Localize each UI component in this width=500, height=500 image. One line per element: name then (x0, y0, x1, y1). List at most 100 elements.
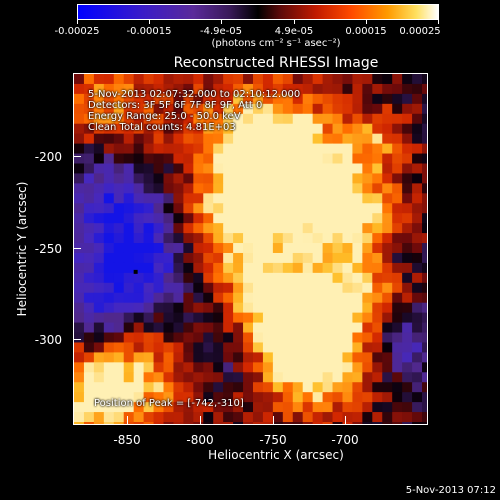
heatmap-cell (252, 83, 264, 95)
heatmap-cell (173, 213, 184, 224)
heatmap-cell (362, 392, 373, 403)
heatmap-cell (342, 143, 353, 155)
heatmap-cell (332, 113, 343, 125)
colorbar-tick (294, 20, 295, 24)
heatmap-cell (233, 233, 244, 244)
heatmap-cell (163, 183, 174, 194)
heatmap-cell (93, 143, 105, 155)
heatmap-cell (302, 203, 314, 214)
heatmap-cell (252, 362, 264, 373)
heatmap-cell (292, 213, 304, 224)
heatmap-cell (83, 173, 95, 184)
heatmap-cell (93, 272, 105, 284)
heatmap-cell (143, 422, 155, 424)
heatmap-cell (213, 143, 224, 155)
heatmap-cell (103, 74, 115, 85)
heatmap-cell (183, 113, 194, 125)
heatmap-cell (372, 372, 383, 383)
heatmap-cell (422, 183, 427, 194)
heatmap-cell (133, 123, 145, 135)
heatmap-cell (342, 173, 353, 184)
heatmap-cell (113, 213, 125, 224)
heatmap-cell (193, 262, 204, 274)
heatmap-cell (213, 223, 224, 234)
heatmap-cell (183, 133, 194, 145)
heatmap-cell (312, 382, 324, 393)
heatmap-cell (362, 163, 373, 174)
heatmap-cell (362, 332, 373, 343)
heatmap-cell (183, 402, 194, 413)
heatmap-cell (292, 322, 304, 334)
heatmap-cell (74, 332, 85, 343)
heatmap-cell (183, 143, 194, 155)
heatmap-cell (163, 143, 174, 155)
heatmap-cell (312, 153, 324, 164)
heatmap-cell (272, 372, 284, 383)
heatmap-cell (322, 153, 334, 164)
heatmap-cell (352, 193, 363, 204)
heatmap-cell (183, 153, 194, 164)
heatmap-cell (372, 123, 383, 135)
heatmap-cell (312, 292, 324, 304)
heatmap-cell (193, 382, 204, 393)
heatmap-cell (412, 103, 423, 115)
heatmap-cell (123, 362, 135, 373)
heatmap-cell (422, 252, 427, 264)
heatmap-cell (342, 153, 353, 164)
heatmap-cell (153, 223, 164, 234)
heatmap-cell (402, 213, 413, 224)
heatmap-cell (402, 392, 413, 403)
heatmap-cell (113, 282, 125, 294)
heatmap-cell (83, 292, 95, 304)
heatmap-cell (282, 93, 294, 105)
heatmap-cell (183, 163, 194, 174)
heatmap-cell (352, 113, 363, 125)
heatmap-cell (203, 123, 214, 135)
heatmap-cell (93, 402, 105, 413)
heatmap-cell (332, 173, 343, 184)
heatmap-cell (382, 243, 393, 254)
heatmap-cell (163, 233, 174, 244)
y-tick-mark (73, 339, 81, 340)
heatmap-cell (282, 163, 294, 174)
heatmap-cell (74, 342, 85, 353)
heatmap-cell (74, 123, 85, 135)
heatmap-cell (342, 243, 353, 254)
heatmap-cell (163, 402, 174, 413)
heatmap-cell (352, 352, 363, 363)
heatmap-cell (412, 422, 423, 424)
heatmap-cell (282, 282, 294, 294)
heatmap-cell (422, 292, 427, 304)
heatmap-cell (322, 93, 334, 105)
heatmap-cell (163, 292, 174, 304)
heatmap-cell (103, 133, 115, 145)
heatmap-cell (342, 322, 353, 334)
heatmap-cell (292, 282, 304, 294)
heatmap-cell (163, 392, 174, 403)
heatmap-cell (282, 243, 294, 254)
heatmap-cell (262, 382, 274, 393)
heatmap-cell (412, 83, 423, 95)
heatmap-cell (422, 382, 427, 393)
heatmap-cell (103, 312, 115, 324)
heatmap-cell (123, 83, 135, 95)
heatmap-cell (352, 362, 363, 373)
heatmap-cell (233, 93, 244, 105)
heatmap-cell (93, 282, 105, 294)
heatmap-cell (412, 163, 423, 174)
heatmap-cell (412, 412, 423, 423)
heatmap-cell (123, 302, 135, 314)
heatmap-cell (123, 173, 135, 184)
heatmap-cell (412, 352, 423, 363)
heatmap-cell (243, 143, 254, 155)
heatmap-cell (282, 213, 294, 224)
heatmap-cell (74, 203, 85, 214)
heatmap-cell (362, 422, 373, 424)
heatmap-cell (282, 233, 294, 244)
heatmap-cell (143, 322, 155, 334)
heatmap-cell (203, 213, 214, 224)
heatmap-cell (262, 173, 274, 184)
heatmap-cell (223, 173, 234, 184)
heatmap-cell (252, 143, 264, 155)
heatmap-cell (113, 193, 125, 204)
